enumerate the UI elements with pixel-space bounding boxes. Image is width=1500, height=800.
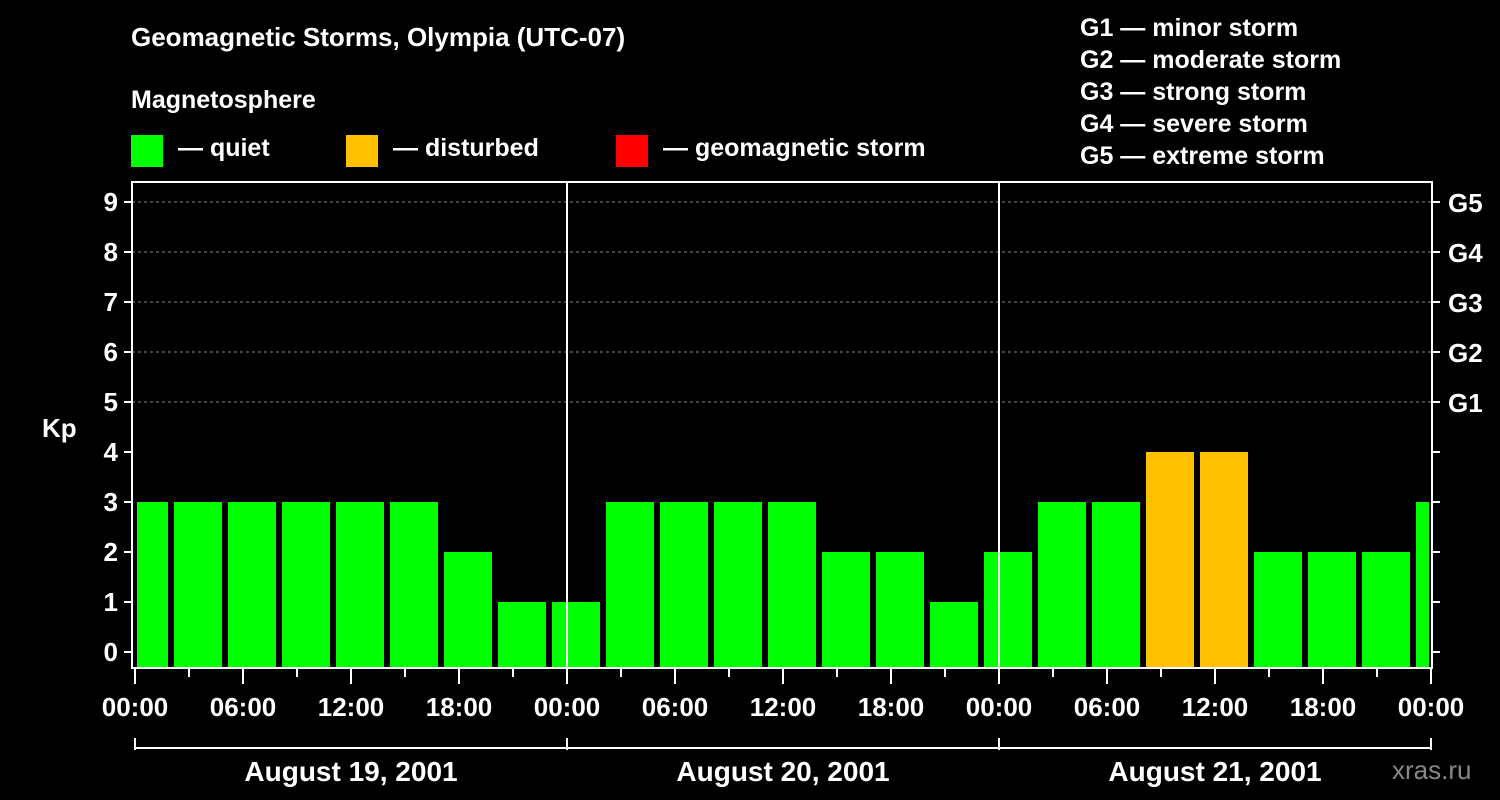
kp-bar — [228, 502, 276, 668]
y-tick-label: 5 — [104, 387, 118, 417]
kp-bar — [984, 552, 1032, 668]
x-tick-label: 12:00 — [750, 692, 817, 722]
g-scale-label: G5 — [1448, 188, 1483, 218]
kp-bar — [1308, 552, 1356, 668]
kp-bar — [336, 502, 384, 668]
g-scale-label: G2 — [1448, 338, 1483, 368]
kp-bar — [714, 502, 762, 668]
x-tick-label: 00:00 — [966, 692, 1033, 722]
kp-bar — [1038, 502, 1086, 668]
y-tick-label: 3 — [104, 487, 118, 517]
kp-bar — [822, 552, 870, 668]
g-scale-label: G3 — [1448, 288, 1483, 318]
x-tick-label: 18:00 — [858, 692, 925, 722]
day-label: August 19, 2001 — [244, 756, 457, 787]
kp-bar — [444, 552, 492, 668]
y-tick-label: 2 — [104, 537, 118, 567]
kp-bar — [498, 602, 546, 668]
kp-bar — [137, 502, 168, 668]
kp-bar — [1416, 502, 1429, 668]
x-tick-label: 18:00 — [1290, 692, 1357, 722]
x-tick-label: 18:00 — [426, 692, 493, 722]
kp-bar — [1254, 552, 1302, 668]
kp-bar — [1092, 502, 1140, 668]
x-tick-label: 06:00 — [642, 692, 709, 722]
scale-legend-item: G4 — severe storm — [1080, 110, 1308, 138]
y-tick-label: 4 — [104, 437, 119, 467]
legend-label-0: — quiet — [178, 134, 270, 162]
y-tick-label: 0 — [104, 637, 118, 667]
kp-bar — [930, 602, 978, 668]
y-tick-label: 6 — [104, 337, 118, 367]
watermark: xras.ru — [1392, 755, 1472, 785]
day-label: August 20, 2001 — [676, 756, 889, 787]
y-tick-label: 9 — [104, 187, 118, 217]
x-tick-label: 12:00 — [1182, 692, 1249, 722]
g-scale-label: G4 — [1448, 238, 1483, 268]
x-tick-label: 12:00 — [318, 692, 385, 722]
x-tick-label: 06:00 — [210, 692, 277, 722]
kp-bar — [660, 502, 708, 668]
kp-bar — [282, 502, 330, 668]
x-tick-label: 00:00 — [534, 692, 601, 722]
legend-swatch-1 — [346, 135, 378, 167]
legend-swatch-2 — [616, 135, 648, 167]
day-label: August 21, 2001 — [1108, 756, 1321, 787]
kp-bar — [552, 602, 600, 668]
legend-title: Magnetosphere — [131, 86, 316, 114]
legend-swatch-0 — [131, 135, 163, 167]
y-tick-label: 1 — [104, 587, 118, 617]
chart-title: Geomagnetic Storms, Olympia (UTC-07) — [131, 22, 626, 52]
kp-bar — [606, 502, 654, 668]
y-tick-label: 8 — [104, 237, 118, 267]
kp-bar — [1146, 452, 1194, 668]
kp-bar — [1200, 452, 1248, 668]
kp-bar — [1362, 552, 1410, 668]
legend-label-2: — geomagnetic storm — [663, 134, 926, 162]
legend-label-1: — disturbed — [393, 134, 539, 162]
g-scale-label: G1 — [1448, 388, 1483, 418]
x-tick-label: 00:00 — [102, 692, 169, 722]
kp-bar — [876, 552, 924, 668]
y-axis-label: Kp — [42, 413, 77, 443]
scale-legend-item: G2 — moderate storm — [1080, 46, 1342, 74]
x-tick-label: 06:00 — [1074, 692, 1141, 722]
kp-bar — [174, 502, 222, 668]
scale-legend-item: G3 — strong storm — [1080, 78, 1307, 106]
y-tick-label: 7 — [104, 287, 118, 317]
scale-legend-item: G1 — minor storm — [1080, 14, 1299, 42]
scale-legend-item: G5 — extreme storm — [1080, 142, 1325, 170]
x-tick-label: 00:00 — [1398, 692, 1465, 722]
kp-bar — [390, 502, 438, 668]
kp-bar — [768, 502, 816, 668]
